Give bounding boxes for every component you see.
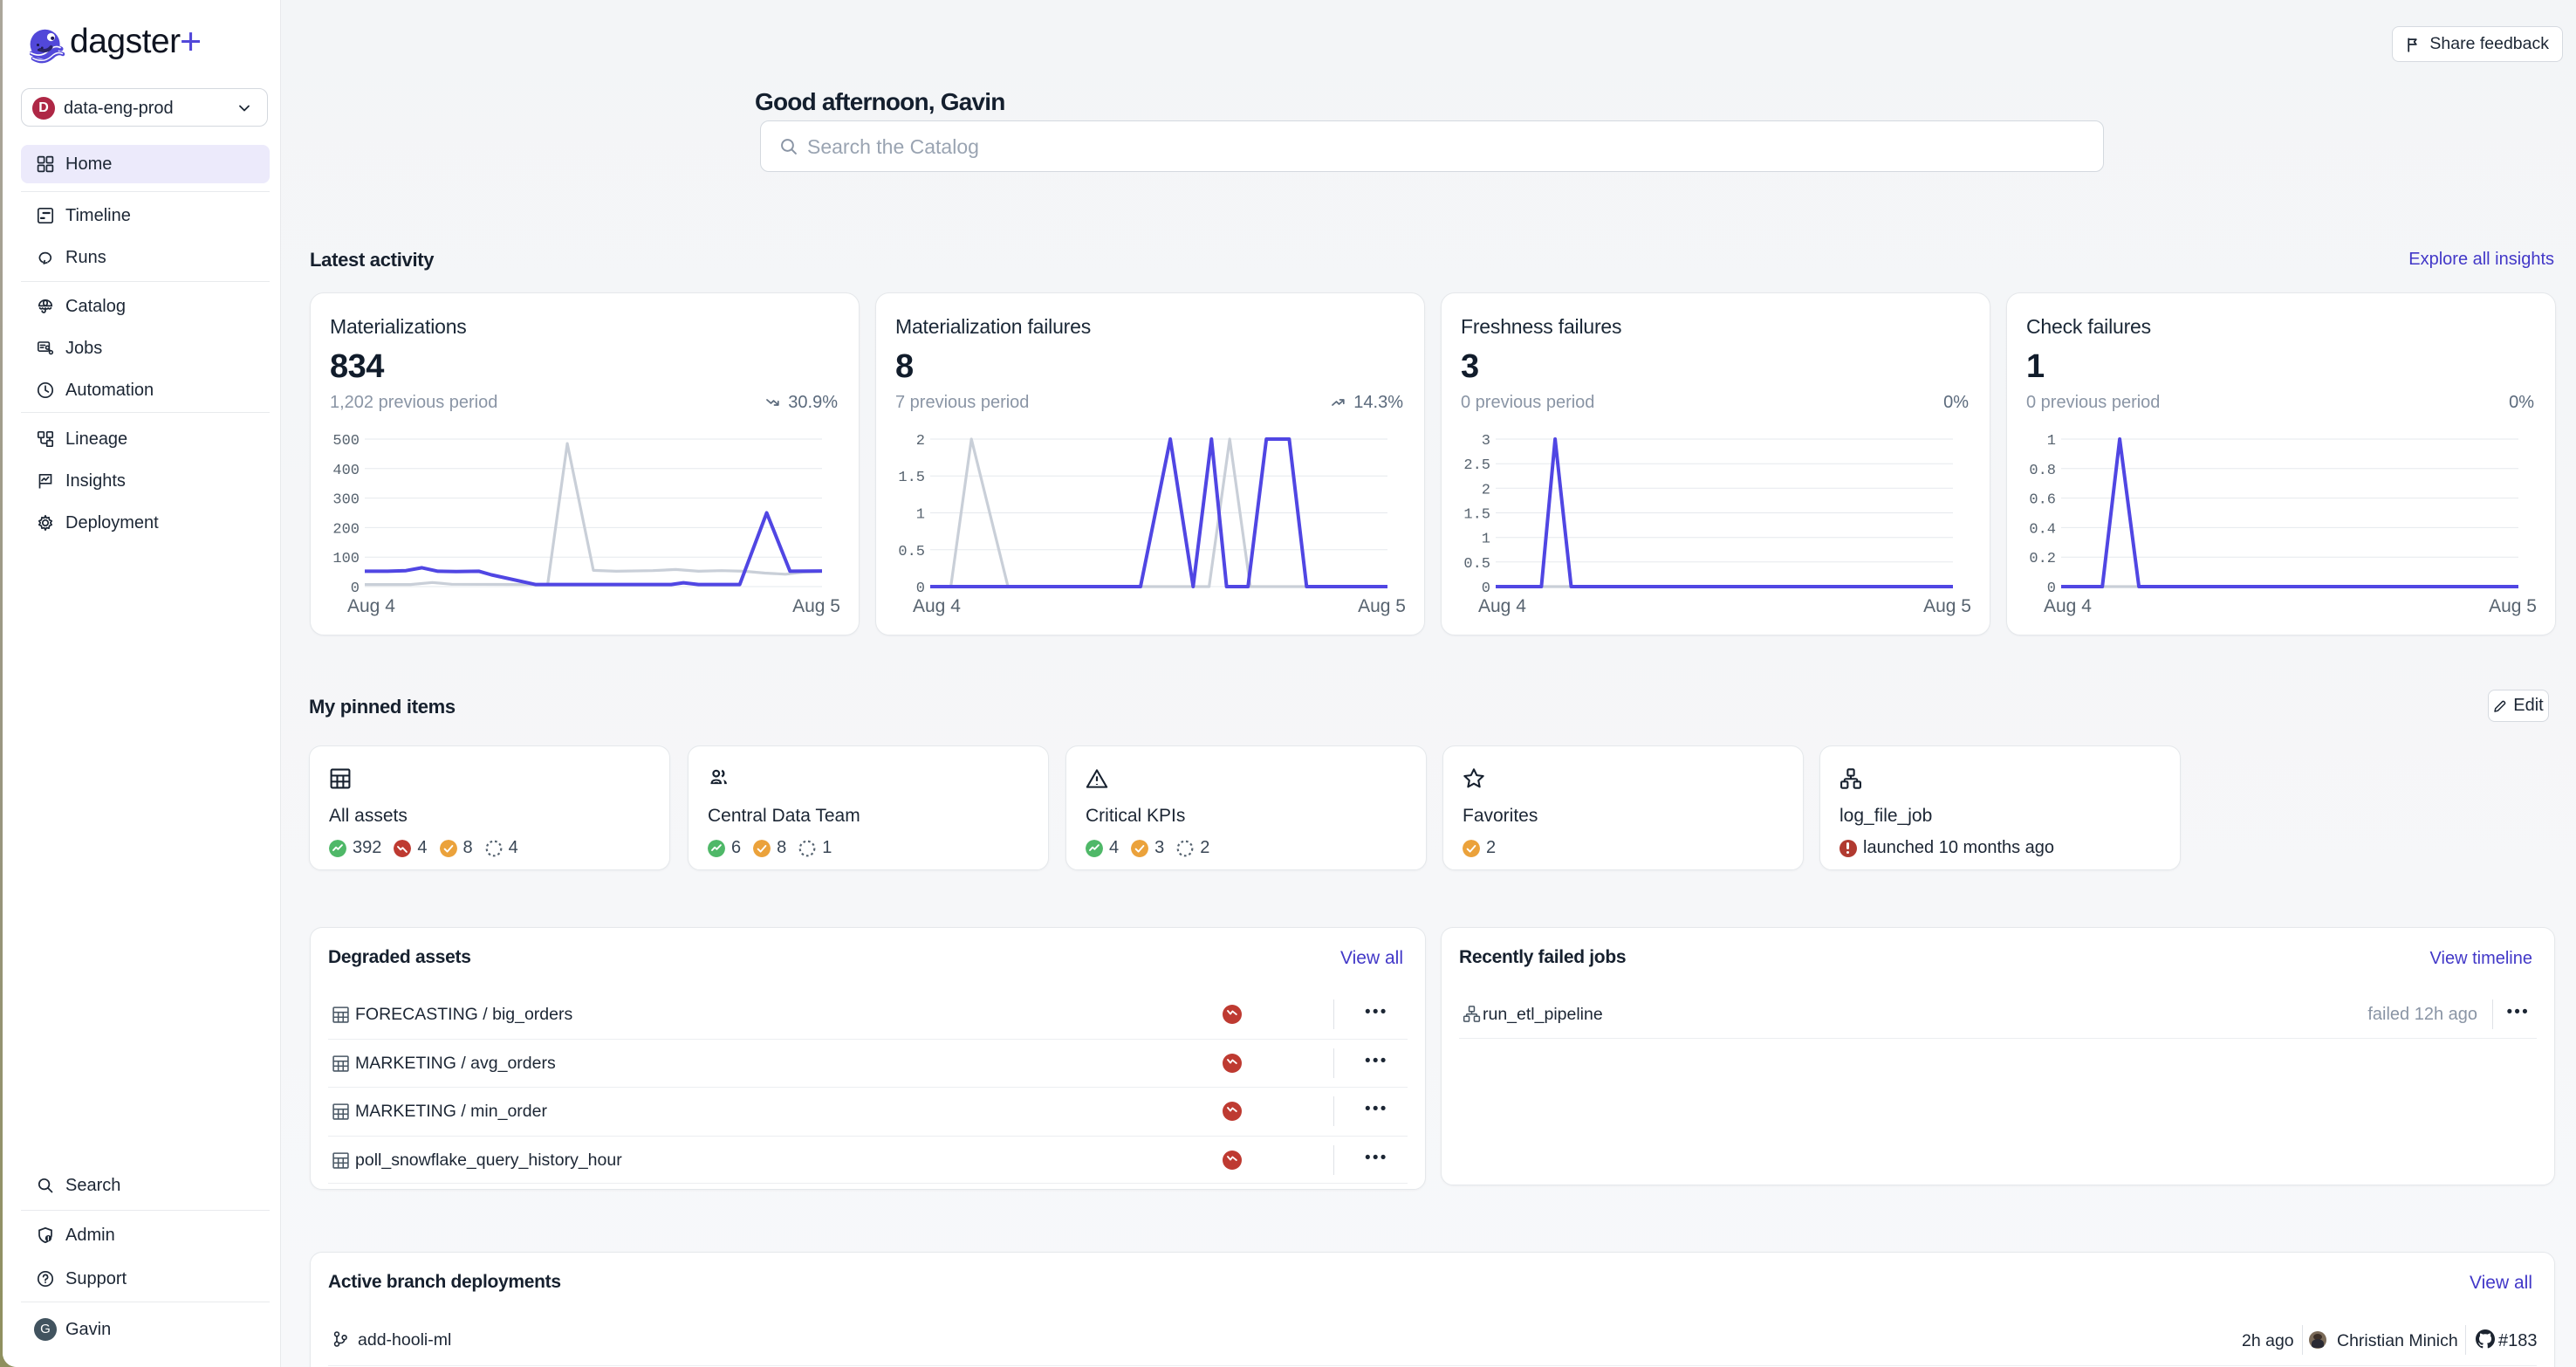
svg-text:Aug 4: Aug 4 [347, 596, 395, 616]
svg-text:0.6: 0.6 [2029, 492, 2056, 509]
svg-text:0.8: 0.8 [2029, 463, 2056, 479]
svg-text:0: 0 [916, 580, 925, 597]
svg-text:2: 2 [1482, 482, 1490, 498]
svg-text:2: 2 [916, 433, 925, 450]
svg-text:400: 400 [332, 463, 360, 479]
svg-text:300: 300 [332, 492, 360, 509]
svg-text:1: 1 [1482, 532, 1490, 548]
svg-text:Aug 5: Aug 5 [792, 596, 840, 616]
svg-text:500: 500 [332, 433, 360, 450]
svg-text:0: 0 [1482, 580, 1490, 597]
svg-text:1: 1 [916, 507, 925, 524]
svg-text:1: 1 [2047, 433, 2056, 450]
svg-text:100: 100 [332, 551, 360, 567]
svg-text:0: 0 [2047, 580, 2056, 597]
svg-text:Aug 4: Aug 4 [2044, 596, 2092, 616]
svg-text:Aug 5: Aug 5 [1923, 596, 1971, 616]
svg-text:0.4: 0.4 [2029, 521, 2056, 538]
svg-text:200: 200 [332, 521, 360, 538]
svg-text:Aug 5: Aug 5 [2489, 596, 2537, 616]
svg-text:0: 0 [351, 580, 360, 597]
svg-text:1.5: 1.5 [1463, 507, 1490, 524]
svg-text:0.2: 0.2 [2029, 551, 2056, 567]
svg-text:1.5: 1.5 [898, 470, 925, 486]
svg-text:Aug 5: Aug 5 [1358, 596, 1406, 616]
svg-text:2.5: 2.5 [1463, 457, 1490, 474]
svg-text:Aug 4: Aug 4 [1478, 596, 1526, 616]
svg-text:0.5: 0.5 [898, 544, 925, 560]
svg-text:Aug 4: Aug 4 [913, 596, 961, 616]
svg-text:3: 3 [1482, 433, 1490, 450]
svg-text:0.5: 0.5 [1463, 556, 1490, 573]
